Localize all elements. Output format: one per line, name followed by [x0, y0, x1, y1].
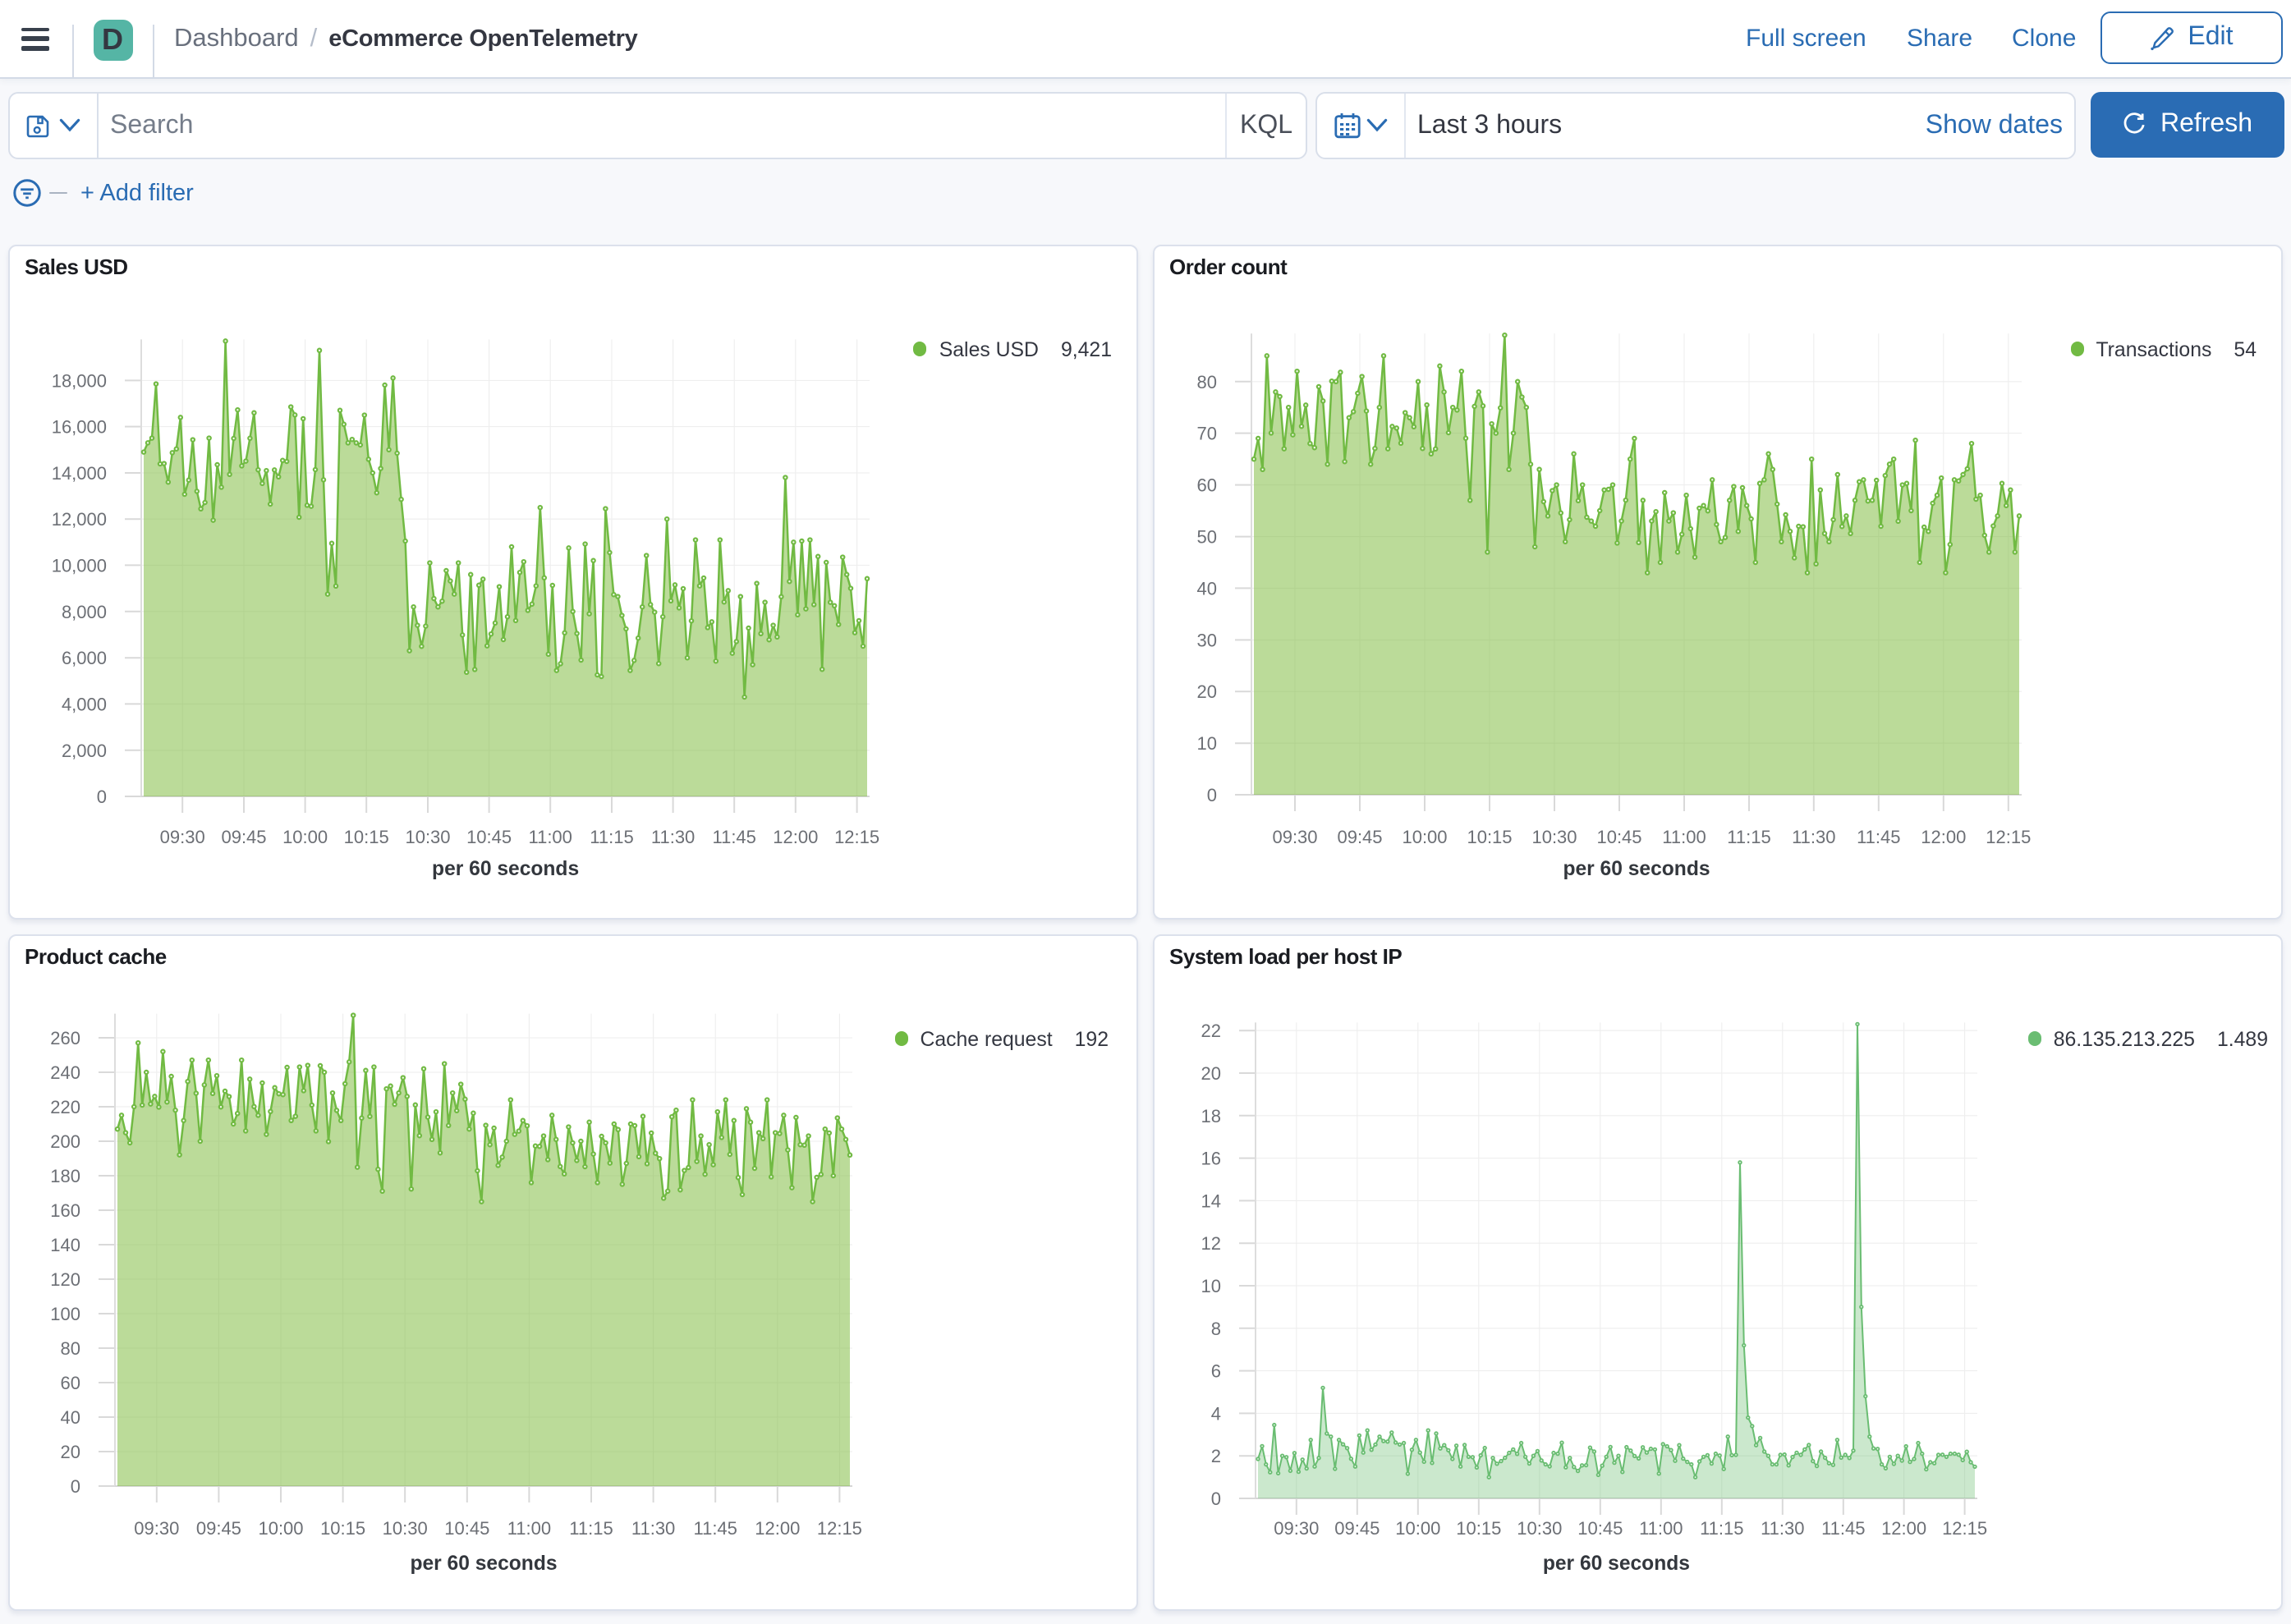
svg-text:11:45: 11:45: [712, 827, 755, 847]
svg-text:12,000: 12,000: [52, 509, 107, 530]
svg-text:4,000: 4,000: [62, 694, 107, 714]
svg-text:11:30: 11:30: [631, 1518, 675, 1539]
svg-text:30: 30: [1197, 630, 1217, 650]
svg-text:0: 0: [1211, 1489, 1221, 1509]
svg-text:260: 260: [50, 1028, 80, 1048]
svg-text:10:30: 10:30: [1531, 827, 1577, 847]
svg-text:6,000: 6,000: [62, 648, 107, 668]
svg-text:12:00: 12:00: [1921, 827, 1966, 847]
svg-text:09:45: 09:45: [1337, 827, 1382, 847]
svg-text:10:00: 10:00: [1395, 1518, 1440, 1539]
svg-text:10:30: 10:30: [1517, 1518, 1562, 1539]
svg-text:12:15: 12:15: [1986, 827, 2031, 847]
svg-text:10,000: 10,000: [52, 555, 107, 576]
svg-text:12:15: 12:15: [817, 1518, 862, 1539]
svg-text:40: 40: [61, 1407, 80, 1428]
svg-text:16,000: 16,000: [52, 417, 107, 438]
svg-text:11:15: 11:15: [569, 1518, 613, 1539]
svg-text:8: 8: [1211, 1319, 1221, 1339]
svg-text:10:45: 10:45: [1596, 827, 1641, 847]
svg-text:20: 20: [61, 1442, 80, 1462]
svg-text:10:15: 10:15: [320, 1518, 365, 1539]
svg-text:14: 14: [1201, 1190, 1221, 1211]
svg-text:16: 16: [1201, 1149, 1221, 1169]
svg-text:10:15: 10:15: [344, 827, 389, 847]
svg-text:2: 2: [1211, 1446, 1221, 1466]
svg-text:220: 220: [50, 1097, 80, 1117]
svg-text:100: 100: [50, 1304, 80, 1324]
svg-text:09:45: 09:45: [196, 1518, 241, 1539]
svg-text:10:45: 10:45: [1577, 1518, 1623, 1539]
svg-text:11:15: 11:15: [590, 827, 633, 847]
svg-text:10:30: 10:30: [383, 1518, 428, 1539]
svg-text:12:15: 12:15: [834, 827, 879, 847]
svg-text:4: 4: [1211, 1403, 1221, 1424]
svg-text:240: 240: [50, 1062, 80, 1083]
svg-text:10:30: 10:30: [405, 827, 450, 847]
svg-text:120: 120: [50, 1269, 80, 1290]
svg-text:09:45: 09:45: [1334, 1518, 1380, 1539]
svg-text:20: 20: [1201, 1063, 1221, 1084]
svg-text:11:30: 11:30: [1792, 827, 1835, 847]
svg-text:200: 200: [50, 1131, 80, 1152]
svg-text:09:30: 09:30: [1272, 827, 1317, 847]
svg-text:10:45: 10:45: [444, 1518, 489, 1539]
svg-text:60: 60: [61, 1373, 80, 1393]
svg-text:20: 20: [1197, 681, 1217, 702]
svg-text:160: 160: [50, 1200, 80, 1221]
svg-text:80: 80: [61, 1338, 80, 1359]
svg-text:09:45: 09:45: [221, 827, 266, 847]
svg-text:11:00: 11:00: [528, 827, 572, 847]
svg-text:10:45: 10:45: [466, 827, 512, 847]
svg-text:10:00: 10:00: [258, 1518, 303, 1539]
svg-text:10:00: 10:00: [282, 827, 328, 847]
svg-text:14,000: 14,000: [52, 463, 107, 484]
svg-text:18,000: 18,000: [52, 370, 107, 391]
svg-text:140: 140: [50, 1235, 80, 1255]
svg-text:per 60 seconds: per 60 seconds: [432, 858, 579, 880]
svg-text:22: 22: [1201, 1021, 1221, 1041]
svg-text:80: 80: [1197, 372, 1217, 392]
svg-text:12: 12: [1201, 1233, 1221, 1254]
svg-text:11:45: 11:45: [693, 1518, 737, 1539]
svg-text:40: 40: [1197, 578, 1217, 599]
svg-text:10: 10: [1197, 733, 1217, 754]
svg-text:11:15: 11:15: [1727, 827, 1770, 847]
svg-text:2,000: 2,000: [62, 741, 107, 761]
svg-text:per 60 seconds: per 60 seconds: [1543, 1553, 1690, 1575]
svg-text:18: 18: [1201, 1106, 1221, 1126]
svg-text:0: 0: [1207, 785, 1217, 805]
svg-text:09:30: 09:30: [134, 1518, 179, 1539]
svg-text:11:00: 11:00: [1662, 827, 1706, 847]
svg-text:70: 70: [1197, 424, 1217, 444]
svg-text:11:45: 11:45: [1821, 1518, 1865, 1539]
svg-text:6: 6: [1211, 1361, 1221, 1382]
svg-text:8,000: 8,000: [62, 602, 107, 622]
svg-text:09:30: 09:30: [160, 827, 205, 847]
svg-text:10:15: 10:15: [1467, 827, 1512, 847]
svg-text:09:30: 09:30: [1274, 1518, 1319, 1539]
svg-text:10:15: 10:15: [1456, 1518, 1501, 1539]
svg-text:12:15: 12:15: [1942, 1518, 1987, 1539]
svg-text:per 60 seconds: per 60 seconds: [410, 1553, 557, 1575]
svg-text:10:00: 10:00: [1402, 827, 1447, 847]
svg-text:11:00: 11:00: [1639, 1518, 1683, 1539]
svg-text:12:00: 12:00: [773, 827, 818, 847]
svg-text:60: 60: [1197, 475, 1217, 496]
svg-text:180: 180: [50, 1166, 80, 1186]
svg-text:10: 10: [1201, 1276, 1221, 1296]
svg-text:0: 0: [71, 1476, 80, 1497]
svg-text:0: 0: [97, 787, 107, 807]
svg-text:12:00: 12:00: [755, 1518, 800, 1539]
svg-text:11:15: 11:15: [1700, 1518, 1743, 1539]
svg-text:11:00: 11:00: [507, 1518, 551, 1539]
svg-text:11:45: 11:45: [1857, 827, 1900, 847]
svg-text:12:00: 12:00: [1881, 1518, 1926, 1539]
svg-text:per 60 seconds: per 60 seconds: [1563, 858, 1710, 880]
svg-text:50: 50: [1197, 527, 1217, 548]
svg-text:11:30: 11:30: [651, 827, 695, 847]
svg-text:11:30: 11:30: [1761, 1518, 1804, 1539]
